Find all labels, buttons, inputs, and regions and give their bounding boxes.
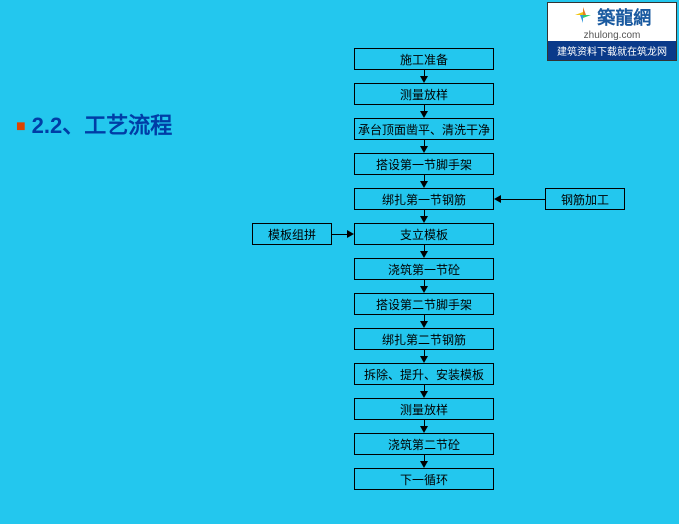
- arrow-down-icon: [420, 146, 428, 153]
- heading-bullet-icon: ■: [16, 118, 26, 135]
- flow-step: 下一循环: [354, 468, 494, 490]
- flow-step: 浇筑第一节砼: [354, 258, 494, 280]
- arrow-down-icon: [420, 181, 428, 188]
- arrow-down-icon: [420, 356, 428, 363]
- section-heading: ■ 2.2、工艺流程: [16, 108, 172, 140]
- flow-step: 承台顶面凿平、清洗干净: [354, 118, 494, 140]
- flow-step: 拆除、提升、安装模板: [354, 363, 494, 385]
- watermark-logo: 築龍網 zhulong.com 建筑资料下载就在筑龙网: [547, 2, 677, 61]
- arrow-down-icon: [420, 286, 428, 293]
- flow-step: 浇筑第二节砼: [354, 433, 494, 455]
- arrow-right-icon: [347, 230, 354, 238]
- arrow-down-icon: [420, 461, 428, 468]
- slide: 築龍網 zhulong.com 建筑资料下载就在筑龙网 ■ 2.2、工艺流程 施工…: [0, 0, 679, 524]
- heading-title: 工艺流程: [84, 113, 172, 138]
- flow-step: 绑扎第一节钢筋: [354, 188, 494, 210]
- flow-connector: [500, 199, 545, 200]
- heading-number: 2.2、: [32, 113, 85, 138]
- arrow-down-icon: [420, 111, 428, 118]
- arrow-left-icon: [494, 195, 501, 203]
- arrow-down-icon: [420, 391, 428, 398]
- flow-step: 搭设第二节脚手架: [354, 293, 494, 315]
- arrow-down-icon: [420, 426, 428, 433]
- arrow-down-icon: [420, 76, 428, 83]
- flow-step: 施工准备: [354, 48, 494, 70]
- flow-step: 绑扎第二节钢筋: [354, 328, 494, 350]
- logo-icon: [573, 5, 593, 30]
- flow-step: 测量放样: [354, 83, 494, 105]
- arrow-down-icon: [420, 321, 428, 328]
- logo-brand-text: 築龍網: [597, 4, 651, 30]
- flow-step: 搭设第一节脚手架: [354, 153, 494, 175]
- logo-top-row: 築龍網 zhulong.com: [548, 3, 676, 41]
- flow-side-input: 钢筋加工: [545, 188, 625, 210]
- arrow-down-icon: [420, 251, 428, 258]
- flow-step: 支立模板: [354, 223, 494, 245]
- logo-url: zhulong.com: [548, 30, 676, 41]
- flow-step: 测量放样: [354, 398, 494, 420]
- arrow-down-icon: [420, 216, 428, 223]
- logo-banner: 建筑资料下载就在筑龙网: [548, 41, 676, 60]
- flow-connector: [332, 234, 348, 235]
- flow-side-input: 模板组拼: [252, 223, 332, 245]
